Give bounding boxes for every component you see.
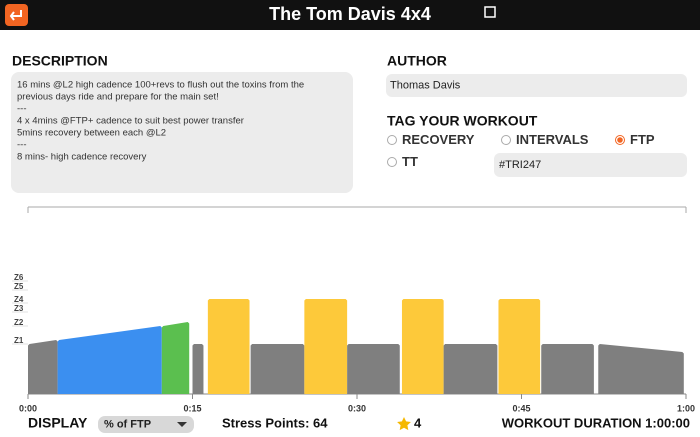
workout-block bbox=[192, 344, 204, 394]
x-tick-label: 0:00 bbox=[19, 403, 37, 413]
stress-points: Stress Points: 64 bbox=[222, 415, 328, 430]
x-tick-label: 1:00 bbox=[677, 403, 695, 413]
tag-option: RECOVERY bbox=[402, 132, 475, 147]
tag-radio[interactable] bbox=[501, 135, 511, 145]
hashtag-input[interactable] bbox=[494, 153, 687, 177]
tag-radio[interactable] bbox=[387, 157, 397, 167]
y-tick-label: Z2 bbox=[14, 318, 24, 327]
x-tick-label: 0:45 bbox=[512, 403, 530, 413]
x-tick-label: 0:15 bbox=[183, 403, 201, 413]
workout-block bbox=[207, 299, 250, 394]
workout-block bbox=[443, 344, 498, 394]
workout-block bbox=[304, 299, 348, 394]
tag-radio-dot bbox=[617, 137, 623, 143]
description-line: previous days ride and prepare for the m… bbox=[17, 92, 219, 103]
edit-icon[interactable] bbox=[484, 6, 496, 18]
description-box[interactable] bbox=[11, 72, 353, 193]
author-input[interactable] bbox=[386, 74, 687, 97]
workout-block bbox=[250, 344, 305, 394]
description-line: 8 mins- high cadence recovery bbox=[17, 152, 147, 163]
description-line: 4 x 4mins @FTP+ cadence to suit best pow… bbox=[17, 116, 244, 127]
tag-option: INTERVALS bbox=[516, 132, 589, 147]
description-label: DESCRIPTION bbox=[12, 53, 108, 69]
workout-duration: WORKOUT DURATION 1:00:00 bbox=[502, 415, 690, 430]
y-tick-label: Z1 bbox=[14, 336, 24, 345]
workout-block bbox=[161, 322, 190, 394]
back-icon bbox=[9, 10, 22, 21]
tag-option: TT bbox=[402, 154, 418, 169]
description-line: --- bbox=[17, 140, 27, 151]
rating: 4 bbox=[414, 415, 422, 430]
author-label: AUTHOR bbox=[387, 53, 447, 69]
description-text: 16 mins @L2 high cadence 100+revs to flu… bbox=[17, 80, 304, 163]
description-line: 16 mins @L2 high cadence 100+revs to flu… bbox=[17, 80, 304, 91]
header-bar bbox=[0, 0, 700, 30]
workout-block bbox=[401, 299, 444, 394]
workout-block bbox=[598, 344, 684, 394]
rating-star bbox=[397, 417, 411, 431]
tag-radio[interactable] bbox=[387, 135, 397, 145]
workout-block bbox=[541, 344, 594, 394]
y-tick-label: Z4 bbox=[14, 295, 24, 304]
workout-block bbox=[57, 326, 162, 394]
workout-block bbox=[347, 344, 400, 394]
workout-block bbox=[28, 340, 58, 394]
description-line: 5mins recovery between each @L2 bbox=[17, 128, 166, 139]
workout-title: The Tom Davis 4x4 bbox=[269, 4, 431, 24]
display-dropdown[interactable] bbox=[98, 416, 194, 433]
dropdown-arrow bbox=[177, 422, 187, 427]
y-tick-label: Z5 bbox=[14, 282, 24, 291]
description-line: --- bbox=[17, 104, 27, 115]
display-label: DISPLAY bbox=[28, 415, 88, 431]
author-value: Thomas Davis bbox=[390, 79, 461, 91]
tag-label: TAG YOUR WORKOUT bbox=[387, 113, 538, 129]
workout-block bbox=[498, 299, 541, 394]
x-tick-label: 0:30 bbox=[348, 403, 366, 413]
tag-option: FTP bbox=[630, 132, 655, 147]
y-tick-label: Z3 bbox=[14, 304, 24, 313]
hashtag-value: #TRI247 bbox=[499, 159, 541, 171]
y-tick-label: Z6 bbox=[14, 273, 24, 282]
display-value: % of FTP bbox=[104, 418, 151, 430]
